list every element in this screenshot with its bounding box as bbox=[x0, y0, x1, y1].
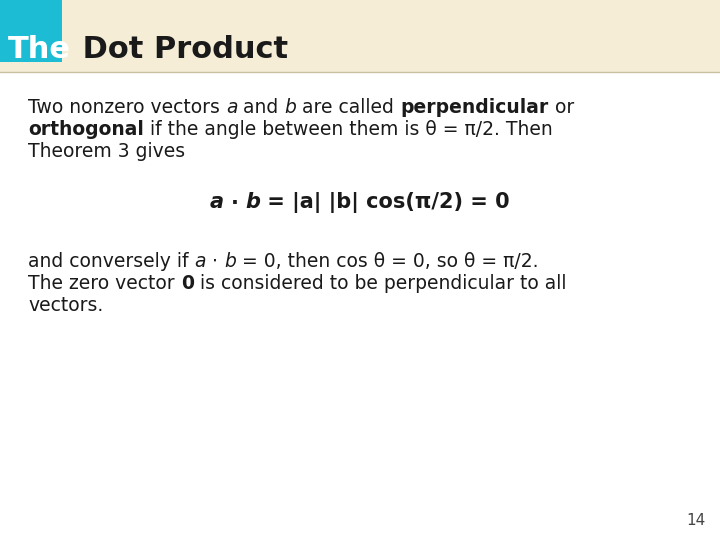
Text: if the angle between them is θ = π/2. Then: if the angle between them is θ = π/2. Th… bbox=[144, 120, 553, 139]
Text: ⋅: ⋅ bbox=[212, 252, 218, 271]
Text: = |a| |b| cos(π/2) = 0: = |a| |b| cos(π/2) = 0 bbox=[261, 192, 510, 213]
Text: The: The bbox=[8, 36, 71, 64]
Text: b: b bbox=[246, 192, 261, 212]
Text: ⋅: ⋅ bbox=[231, 192, 239, 212]
Text: a: a bbox=[194, 252, 206, 271]
Text: b: b bbox=[284, 98, 297, 117]
Text: 14: 14 bbox=[687, 513, 706, 528]
Text: The zero vector: The zero vector bbox=[28, 274, 181, 293]
Text: and conversely if: and conversely if bbox=[28, 252, 194, 271]
Text: or: or bbox=[549, 98, 574, 117]
Text: b: b bbox=[224, 252, 236, 271]
Text: Two nonzero vectors: Two nonzero vectors bbox=[28, 98, 226, 117]
Text: and: and bbox=[238, 98, 284, 117]
Text: a: a bbox=[226, 98, 238, 117]
Text: = 0, then cos θ = 0, so θ = π/2.: = 0, then cos θ = 0, so θ = π/2. bbox=[236, 252, 539, 271]
Text: Dot Product: Dot Product bbox=[72, 36, 288, 64]
Bar bbox=[0, 0, 720, 72]
Text: perpendicular: perpendicular bbox=[400, 98, 549, 117]
Text: vectors.: vectors. bbox=[28, 296, 103, 315]
Bar bbox=[0, 0, 62, 62]
Text: a: a bbox=[210, 192, 224, 212]
Text: 0: 0 bbox=[181, 274, 194, 293]
Text: orthogonal: orthogonal bbox=[28, 120, 144, 139]
Text: Theorem 3 gives: Theorem 3 gives bbox=[28, 142, 185, 161]
Text: are called: are called bbox=[297, 98, 400, 117]
Text: is considered to be perpendicular to all: is considered to be perpendicular to all bbox=[194, 274, 566, 293]
